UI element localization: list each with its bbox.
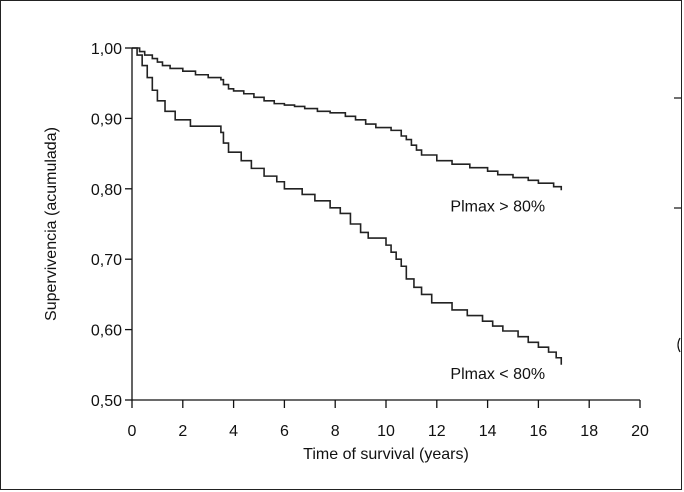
- series-labels: Plmax > 80% Plmax < 80%: [450, 198, 545, 383]
- survival-series: [132, 47, 563, 365]
- y-tick-label: 0,50: [91, 393, 122, 410]
- series-label-plmax-below-80: Plmax < 80%: [450, 366, 545, 383]
- y-tick-label: 0,70: [91, 252, 122, 269]
- y-tick-label: 0,80: [91, 182, 122, 199]
- x-tick-label: 6: [280, 423, 289, 440]
- y-tick-label: 0,90: [91, 111, 122, 128]
- x-tick-label: 4: [229, 423, 238, 440]
- x-tick-label: 14: [479, 423, 497, 440]
- x-tick-label: 8: [331, 423, 340, 440]
- y-tick-label: 0,60: [91, 323, 122, 340]
- series-line-plmax-below-80: [132, 47, 563, 365]
- x-tick-label: 20: [631, 423, 649, 440]
- x-tick-label: 0: [128, 423, 137, 440]
- x-tick-label: 2: [178, 423, 187, 440]
- x-axis-label: Time of survival (years): [303, 446, 469, 463]
- series-label-plmax-above-80: Plmax > 80%: [450, 198, 545, 215]
- y-axis-ticks: 0,50 0,60 0,70 0,80 0,90 1,00: [91, 41, 132, 410]
- right-edge-marks: [674, 97, 681, 353]
- x-tick-label: 10: [377, 423, 395, 440]
- y-axis-label: Supervivencia (acumulada): [43, 127, 60, 321]
- x-tick-label: 12: [428, 423, 446, 440]
- x-axis-ticks: 0 2 4 6 8 10 12 14 16 18 20: [128, 400, 649, 440]
- x-tick-label: 16: [530, 423, 548, 440]
- series-line-plmax-above-80: [132, 47, 563, 191]
- y-tick-label: 1,00: [91, 41, 122, 58]
- x-tick-label: 18: [580, 423, 598, 440]
